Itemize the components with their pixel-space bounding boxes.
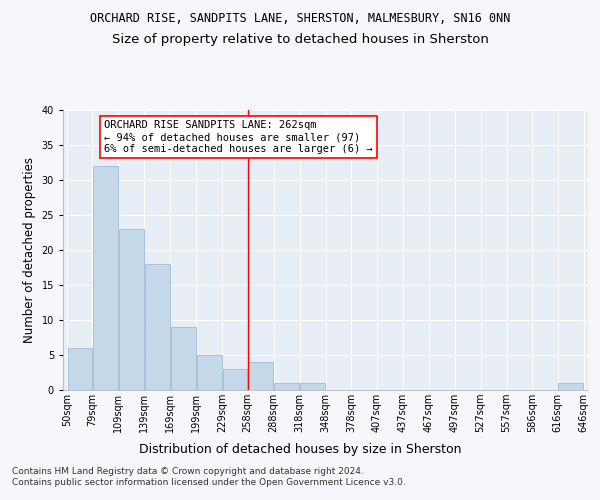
Text: Distribution of detached houses by size in Sherston: Distribution of detached houses by size …	[139, 442, 461, 456]
Text: Size of property relative to detached houses in Sherston: Size of property relative to detached ho…	[112, 32, 488, 46]
Bar	[300, 383, 325, 390]
Text: ORCHARD RISE SANDPITS LANE: 262sqm
← 94% of detached houses are smaller (97)
6% : ORCHARD RISE SANDPITS LANE: 262sqm ← 94%…	[104, 120, 373, 154]
Bar	[223, 369, 247, 390]
Bar	[68, 348, 92, 390]
Y-axis label: Number of detached properties: Number of detached properties	[23, 157, 36, 343]
Bar	[274, 383, 299, 390]
Bar	[93, 166, 118, 390]
Bar	[558, 383, 583, 390]
Text: Contains HM Land Registry data © Crown copyright and database right 2024.
Contai: Contains HM Land Registry data © Crown c…	[12, 468, 406, 487]
Text: ORCHARD RISE, SANDPITS LANE, SHERSTON, MALMESBURY, SN16 0NN: ORCHARD RISE, SANDPITS LANE, SHERSTON, M…	[90, 12, 510, 26]
Bar	[197, 355, 222, 390]
Bar	[145, 264, 170, 390]
Bar	[171, 327, 196, 390]
Bar	[119, 229, 144, 390]
Bar	[248, 362, 273, 390]
